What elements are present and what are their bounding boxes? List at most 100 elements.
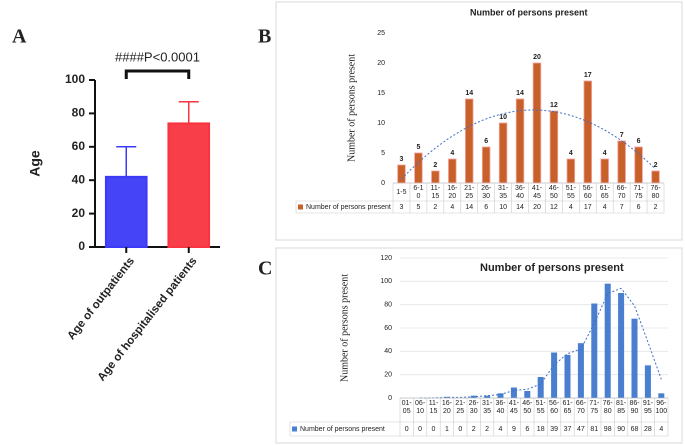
bar bbox=[397, 164, 406, 184]
table-value: 0 bbox=[458, 426, 462, 433]
bar bbox=[600, 158, 609, 184]
bar bbox=[510, 387, 517, 398]
table-value: 4 bbox=[569, 204, 573, 211]
y-tick-label: 60 bbox=[384, 325, 392, 332]
x-tick-label-line: 36- bbox=[515, 185, 526, 192]
x-tick-label: 06-10 bbox=[415, 400, 426, 415]
bar bbox=[549, 110, 559, 184]
x-tick-label-line: 21- bbox=[455, 400, 466, 407]
x-tick-label: 66-70 bbox=[576, 400, 587, 415]
x-tick-label-line: 70 bbox=[618, 193, 626, 200]
data-label: 2 bbox=[654, 162, 658, 169]
y-tick-label: 20 bbox=[72, 206, 86, 220]
chart-title: Number of persons present bbox=[470, 7, 588, 17]
y-tick-label: 20 bbox=[377, 60, 385, 67]
x-tick-label-line: 80 bbox=[604, 408, 612, 415]
x-tick-label-line: 91- bbox=[643, 400, 654, 407]
table-value: 90 bbox=[617, 426, 625, 433]
x-tick-label-line: 96- bbox=[656, 400, 667, 407]
x-tick-label: 16-20 bbox=[447, 185, 458, 200]
x-tick-label-line: 0 bbox=[416, 193, 420, 200]
legend-label: Number of persons present bbox=[300, 426, 385, 433]
x-tick-label-line: 80 bbox=[652, 193, 660, 200]
x-tick-label-line: 56- bbox=[549, 400, 560, 407]
x-tick-label-line: 11- bbox=[431, 185, 441, 192]
x-tick-label: 71-75 bbox=[589, 400, 600, 415]
x-tick-label-line: 40 bbox=[516, 193, 524, 200]
table-value: 2 bbox=[485, 426, 489, 433]
x-tick-label-line: 46- bbox=[522, 400, 533, 407]
x-tick-label: 11-15 bbox=[431, 185, 441, 200]
x-tick-label: Age of outpatients bbox=[65, 255, 137, 342]
y-tick-label: 10 bbox=[377, 120, 385, 127]
bar bbox=[481, 146, 491, 184]
x-tick-label-line: 100 bbox=[655, 408, 667, 415]
bar bbox=[515, 98, 525, 184]
x-tick-label-line: 41- bbox=[532, 185, 543, 192]
x-tick-label-line: 35 bbox=[499, 193, 507, 200]
x-tick-label: 31-35 bbox=[498, 185, 509, 200]
x-tick-label-line: 6-1 bbox=[413, 185, 423, 192]
legend-label: Number of persons present bbox=[306, 204, 391, 211]
table-value: 6 bbox=[525, 426, 529, 433]
bar bbox=[443, 396, 450, 398]
x-tick-label-line: 30 bbox=[482, 193, 490, 200]
table-value: 2 bbox=[654, 204, 658, 211]
table-value: 12 bbox=[550, 204, 558, 211]
bar bbox=[498, 122, 508, 184]
x-tick-label: 86-90 bbox=[629, 400, 640, 415]
table-value: 9 bbox=[512, 426, 516, 433]
x-tick-label: 96-100 bbox=[655, 400, 667, 415]
x-tick-label: 61-65 bbox=[600, 185, 611, 200]
trendline bbox=[420, 287, 662, 399]
y-tick-label: 25 bbox=[377, 30, 385, 37]
bar bbox=[644, 365, 651, 398]
table-value: 14 bbox=[465, 204, 473, 211]
table-value: 0 bbox=[418, 426, 422, 433]
x-tick-label-line: 30 bbox=[470, 408, 478, 415]
x-tick-label-line: 65 bbox=[601, 193, 609, 200]
x-tick-label: 21-25 bbox=[455, 400, 466, 415]
bar bbox=[524, 391, 531, 398]
x-tick-label: 66-70 bbox=[617, 185, 628, 200]
bar bbox=[532, 62, 542, 184]
x-tick-label-line: 35 bbox=[483, 408, 491, 415]
bar bbox=[465, 98, 474, 184]
x-tick-label-line: 31- bbox=[482, 400, 493, 407]
x-tick-label-line: 56- bbox=[583, 185, 594, 192]
bar bbox=[634, 146, 643, 184]
x-tick-label-line: 20 bbox=[448, 193, 456, 200]
bar bbox=[566, 158, 576, 184]
bar bbox=[651, 170, 660, 184]
x-tick-label-line: 25 bbox=[465, 193, 473, 200]
x-tick-label-line: 15 bbox=[431, 193, 439, 200]
bar bbox=[564, 354, 571, 398]
x-tick-label-line: 41- bbox=[509, 400, 520, 407]
x-tick-label: 36-40 bbox=[495, 400, 506, 415]
x-tick-label: 01-05 bbox=[402, 400, 413, 415]
x-tick-label-line: 60 bbox=[584, 193, 592, 200]
x-tick-label: 21-25 bbox=[464, 185, 475, 200]
bar bbox=[631, 318, 638, 398]
x-tick-label-line: 16- bbox=[442, 400, 453, 407]
table-value: 20 bbox=[533, 204, 541, 211]
x-tick-label-line: 95 bbox=[644, 408, 652, 415]
y-tick-label: 0 bbox=[78, 239, 85, 253]
x-tick-label-line: 75 bbox=[590, 408, 598, 415]
table-value: 4 bbox=[603, 204, 607, 211]
x-tick-label: 16-20 bbox=[442, 400, 453, 415]
x-tick-label-line: 71- bbox=[634, 185, 645, 192]
x-tick-label: 11-15 bbox=[429, 400, 439, 415]
x-tick-label-line: 60 bbox=[550, 408, 558, 415]
bar bbox=[591, 303, 598, 398]
x-tick-label-line: 86- bbox=[629, 400, 640, 407]
panel-label: B bbox=[258, 26, 271, 48]
x-tick-label-line: 26- bbox=[469, 400, 480, 407]
x-tick-label-line: 76- bbox=[603, 400, 614, 407]
y-tick-label: 15 bbox=[377, 90, 385, 97]
x-tick-label-line: 76- bbox=[650, 185, 661, 192]
data-label: 12 bbox=[550, 102, 558, 109]
x-tick-label: 61-65 bbox=[562, 400, 573, 415]
